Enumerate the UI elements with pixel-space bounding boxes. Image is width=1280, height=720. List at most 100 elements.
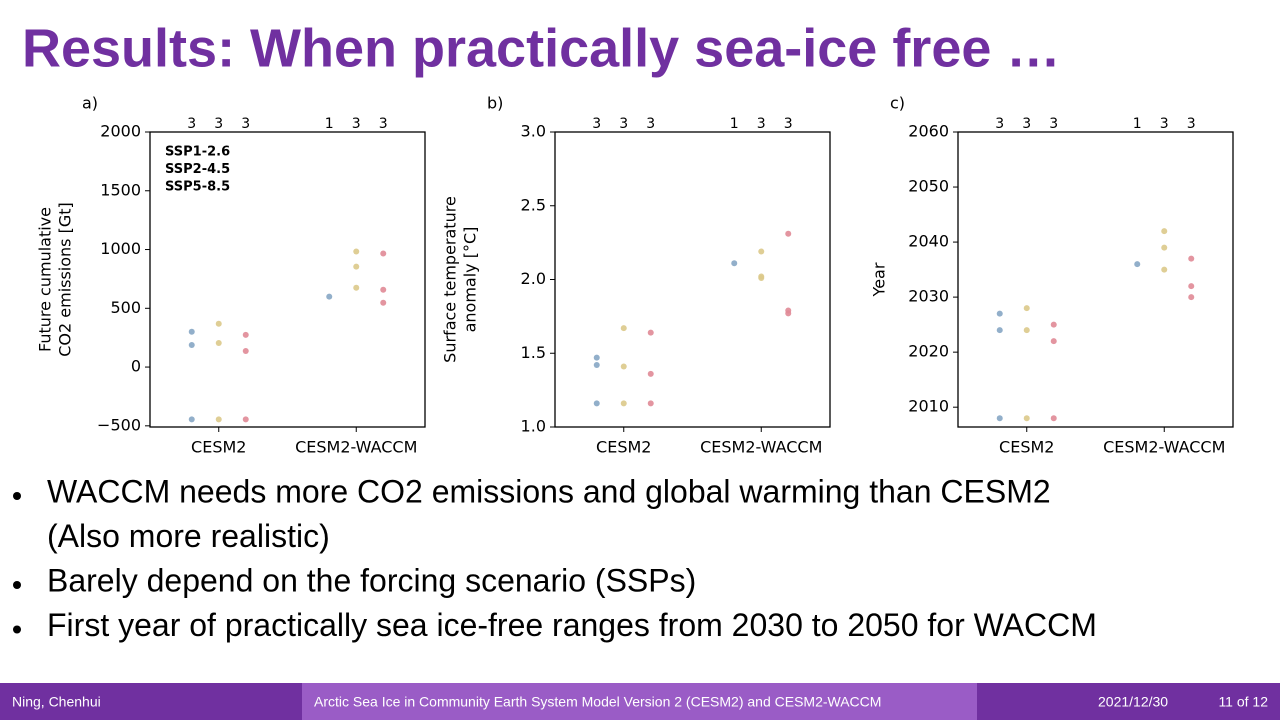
count-label: 3 <box>241 116 250 132</box>
point <box>242 416 249 423</box>
footer-title: Arctic Sea Ice in Community Earth System… <box>314 694 881 710</box>
y-tick-label: 2030 <box>908 287 949 306</box>
y-axis-label: Year <box>870 262 889 297</box>
point <box>1050 321 1057 328</box>
point <box>188 341 195 348</box>
bullet-text: Barely depend on the forcing scenario (S… <box>47 562 696 598</box>
y-tick-label: 1.0 <box>521 417 546 436</box>
point <box>647 400 654 407</box>
point <box>1188 255 1195 262</box>
y-tick-label: 2040 <box>908 232 949 251</box>
point <box>647 370 654 377</box>
x-tick-label: CESM2 <box>596 438 651 457</box>
point <box>647 329 654 336</box>
point <box>620 363 627 370</box>
point <box>758 275 765 282</box>
point <box>380 250 387 257</box>
bullet-dot <box>13 625 21 634</box>
bullet-text: (Also more realistic) <box>47 518 330 554</box>
count-label: 3 <box>352 116 361 132</box>
point <box>215 339 222 346</box>
count-label: 3 <box>1049 116 1058 132</box>
y-axis-label: Surface temperature <box>441 196 460 363</box>
point <box>380 286 387 293</box>
point <box>785 230 792 237</box>
y-tick-label: 2060 <box>908 122 949 141</box>
point <box>353 263 360 270</box>
point <box>215 320 222 327</box>
x-tick-label: CESM2 <box>999 438 1054 457</box>
count-label: 3 <box>592 116 601 132</box>
point <box>996 415 1003 422</box>
bullet-dot <box>13 492 21 500</box>
plot-frame <box>149 131 426 428</box>
point <box>996 327 1003 334</box>
y-tick-label: −500 <box>97 415 141 434</box>
point <box>1188 283 1195 290</box>
footer-date: 2021/12/30 <box>1098 694 1168 710</box>
count-label: 3 <box>784 116 793 132</box>
panel-label: b) <box>487 94 503 113</box>
x-tick-label: CESM2-WACCM <box>295 438 417 457</box>
y-axis-label: anomaly [°C] <box>461 227 480 333</box>
count-label: 3 <box>379 116 388 132</box>
point <box>785 310 792 317</box>
y-tick-label: 0 <box>131 357 141 376</box>
count-label: 3 <box>187 116 196 132</box>
point <box>593 362 600 369</box>
y-tick-label: 1.5 <box>521 343 546 362</box>
plot-frame <box>957 131 1234 428</box>
footer-author: Ning, Chenhui <box>12 694 101 710</box>
count-label: 3 <box>1160 116 1169 132</box>
count-label: 3 <box>1022 116 1031 132</box>
legend-entry: SSP2-4.5 <box>165 162 230 177</box>
x-tick-label: CESM2 <box>191 438 246 457</box>
panel-label: a) <box>82 94 98 113</box>
point <box>620 400 627 407</box>
point <box>1134 261 1141 268</box>
bullet-text: First year of practically sea ice-free r… <box>47 607 1097 643</box>
legend-entry: SSP5-8.5 <box>165 180 230 195</box>
point <box>996 310 1003 317</box>
count-label: 1 <box>325 116 334 132</box>
point <box>242 331 249 338</box>
y-tick-label: 2000 <box>100 122 141 141</box>
plot-frame <box>554 131 831 428</box>
point <box>1023 415 1030 422</box>
point <box>1161 228 1168 235</box>
point <box>353 284 360 291</box>
y-tick-label: 2050 <box>908 177 949 196</box>
count-label: 1 <box>730 116 739 132</box>
y-axis-label: CO2 emissions [Gt] <box>56 202 75 357</box>
y-tick-label: 500 <box>110 298 141 317</box>
point <box>215 416 222 423</box>
y-axis-label: Future cumulative <box>36 207 55 352</box>
footer-page: 11 of 12 <box>1218 694 1268 710</box>
point <box>620 325 627 332</box>
point <box>326 293 333 300</box>
x-tick-label: CESM2-WACCM <box>700 438 822 457</box>
y-tick-label: 1500 <box>100 180 141 199</box>
point <box>1023 305 1030 312</box>
point <box>1023 327 1030 334</box>
legend-entry: SSP1-2.6 <box>165 145 230 160</box>
point <box>593 354 600 361</box>
count-label: 3 <box>646 116 655 132</box>
point <box>188 328 195 335</box>
bullet-dot <box>13 581 21 589</box>
count-label: 3 <box>995 116 1004 132</box>
count-label: 3 <box>1187 116 1196 132</box>
point <box>353 248 360 255</box>
count-label: 3 <box>757 116 766 132</box>
y-tick-label: 2010 <box>908 397 949 416</box>
slide-title: Results: When practically sea-ice free … <box>22 18 1060 78</box>
point <box>188 416 195 423</box>
point <box>242 347 249 354</box>
y-tick-label: 3.0 <box>521 122 546 141</box>
point <box>731 260 738 267</box>
y-tick-label: 2.5 <box>521 195 546 214</box>
y-tick-label: 2020 <box>908 342 949 361</box>
point <box>1050 415 1057 422</box>
bullet-text: WACCM needs more CO2 emissions and globa… <box>47 473 1051 509</box>
